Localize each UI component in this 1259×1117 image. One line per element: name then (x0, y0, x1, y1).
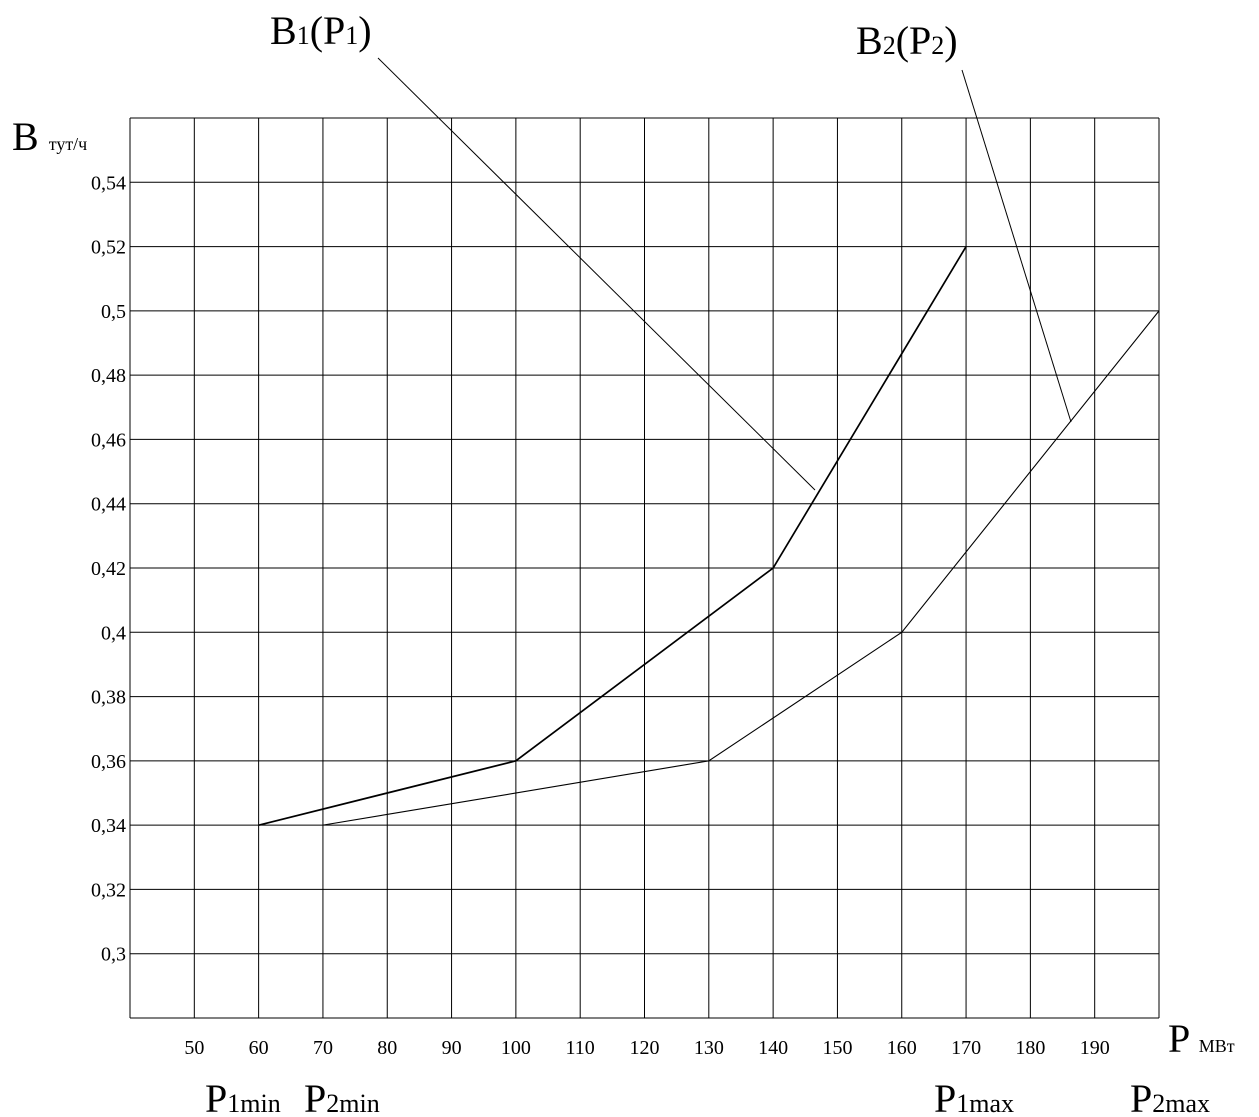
annotation-p1max: P1max (934, 1076, 1014, 1117)
x-tick-label: 170 (951, 1037, 981, 1059)
y-tick-label: 0,32 (91, 879, 126, 901)
x-axis-label: P МВт (1168, 1016, 1235, 1061)
x-tick-label: 90 (442, 1037, 462, 1059)
series-label-2: B2(P2) (856, 18, 958, 63)
x-tick-label: 80 (377, 1037, 397, 1059)
y-tick-label: 0,5 (101, 301, 126, 323)
x-tick-label: 50 (184, 1037, 204, 1059)
x-tick-label: 100 (501, 1037, 531, 1059)
x-tick-label: 140 (758, 1037, 788, 1059)
y-tick-label: 0,36 (91, 751, 126, 773)
chart-series (258, 246, 1160, 826)
x-tick-label: 150 (822, 1037, 852, 1059)
leader-line-1 (377, 57, 816, 491)
chart-labels: B1(P1) B2(P2) B тут/ч P МВт P1min P2min P1max P… (12, 8, 1235, 1117)
y-tick-label: 0,4 (101, 622, 126, 644)
x-tick-label: 110 (566, 1037, 595, 1059)
x-tick-label: 120 (630, 1037, 660, 1059)
chart-grid (129, 117, 1160, 1019)
y-tick-label: 0,54 (91, 172, 126, 194)
y-tick-label: 0,38 (91, 687, 126, 709)
leader-line-2 (961, 69, 1072, 423)
y-tick-label: 0,34 (91, 815, 126, 837)
y-tick-label: 0,3 (101, 944, 126, 966)
tick-labels: 50 60 70 80 90 100 110 120 130 140 150 160 170 180 190… (91, 172, 1110, 1059)
annotation-p1min: P1min (205, 1076, 281, 1117)
x-tick-label: 160 (887, 1037, 917, 1059)
y-axis-label: B тут/ч (12, 114, 87, 159)
annotation-p2max: P2max (1130, 1076, 1210, 1117)
y-tick-label: 0,44 (91, 494, 126, 516)
x-tick-label: 60 (249, 1037, 269, 1059)
x-tick-label: 190 (1080, 1037, 1110, 1059)
y-tick-label: 0,42 (91, 558, 126, 580)
series-label-1: B1(P1) (270, 8, 372, 53)
x-tick-label: 70 (313, 1037, 333, 1059)
y-tick-label: 0,48 (91, 365, 126, 387)
y-tick-label: 0,52 (91, 237, 126, 259)
series-line-1 (258, 246, 967, 826)
series-line-2 (322, 310, 1160, 826)
x-tick-label: 130 (694, 1037, 724, 1059)
x-tick-label: 180 (1015, 1037, 1045, 1059)
y-tick-label: 0,46 (91, 429, 126, 451)
annotation-p2min: P2min (304, 1076, 380, 1117)
